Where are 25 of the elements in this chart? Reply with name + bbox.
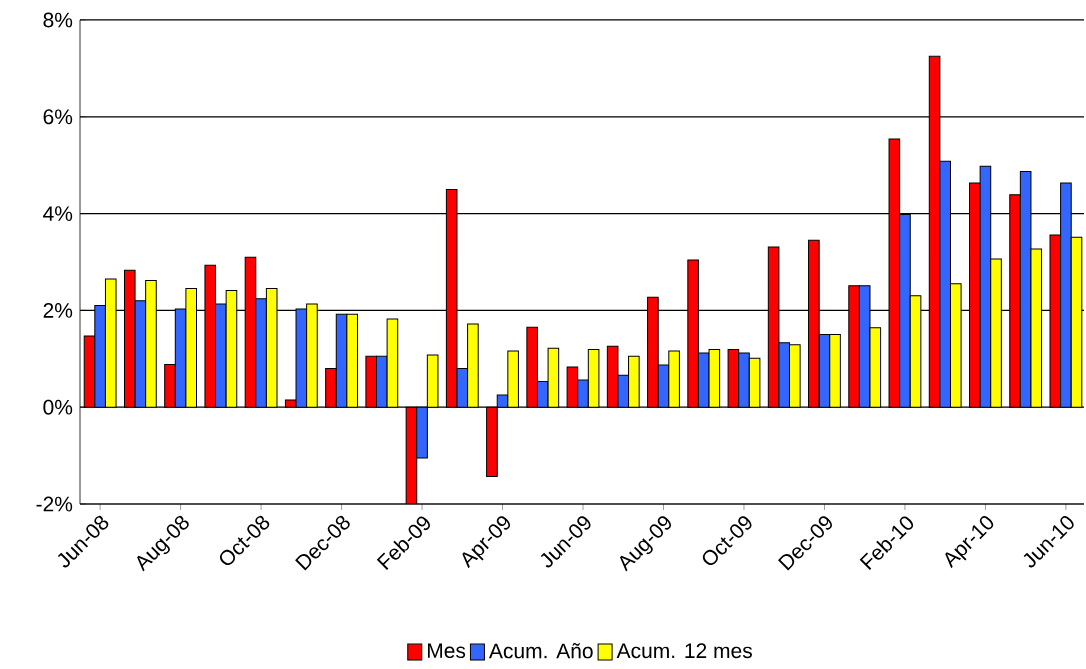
y-tick-label: 8% [43,12,73,28]
legend-label: Mes [427,643,466,658]
y-tick-label: 0% [43,399,73,415]
y-tick-label: 6% [43,109,73,125]
bar [848,285,860,408]
bar [164,364,176,408]
legend-label: Acum. Año [488,643,593,659]
bar [145,279,157,408]
bar [668,350,680,408]
legend-label: Acum. 12 mes [616,643,752,659]
y-tick-label: -2% [36,496,73,512]
bar [628,355,640,408]
bar [325,367,337,408]
y-tick-label: 2% [43,302,73,318]
bar [467,323,479,408]
bar [486,406,498,477]
bar [647,296,659,408]
bar [808,239,820,408]
bar [829,334,841,408]
bar [1009,194,1021,408]
bar [990,258,1002,408]
bar [687,259,699,408]
bar [306,303,318,408]
bar [507,350,519,408]
y-tick-label: 4% [43,206,73,221]
